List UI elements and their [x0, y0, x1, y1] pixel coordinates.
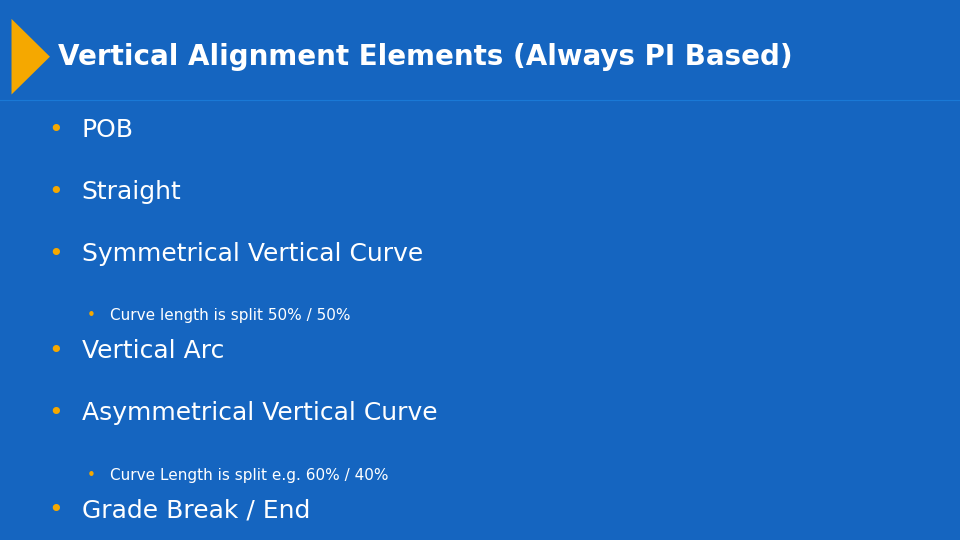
Text: •: • [48, 339, 63, 363]
Text: Curve length is split 50% / 50%: Curve length is split 50% / 50% [110, 308, 351, 323]
Text: Curve Length is split e.g. 60% / 40%: Curve Length is split e.g. 60% / 40% [110, 468, 389, 483]
Text: Symmetrical Vertical Curve: Symmetrical Vertical Curve [82, 242, 422, 266]
Text: •: • [86, 468, 96, 483]
Text: Vertical Alignment Elements (Always PI Based): Vertical Alignment Elements (Always PI B… [58, 43, 792, 71]
Text: POB: POB [82, 118, 133, 141]
Text: Asymmetrical Vertical Curve: Asymmetrical Vertical Curve [82, 401, 437, 425]
Text: •: • [48, 498, 63, 522]
Text: Straight: Straight [82, 180, 181, 204]
Text: •: • [48, 118, 63, 141]
Text: •: • [48, 242, 63, 266]
Text: •: • [48, 401, 63, 425]
Text: •: • [86, 308, 96, 323]
Polygon shape [12, 19, 50, 94]
Text: Vertical Arc: Vertical Arc [82, 339, 224, 363]
Text: Grade Break / End: Grade Break / End [82, 498, 310, 522]
Text: •: • [48, 180, 63, 204]
